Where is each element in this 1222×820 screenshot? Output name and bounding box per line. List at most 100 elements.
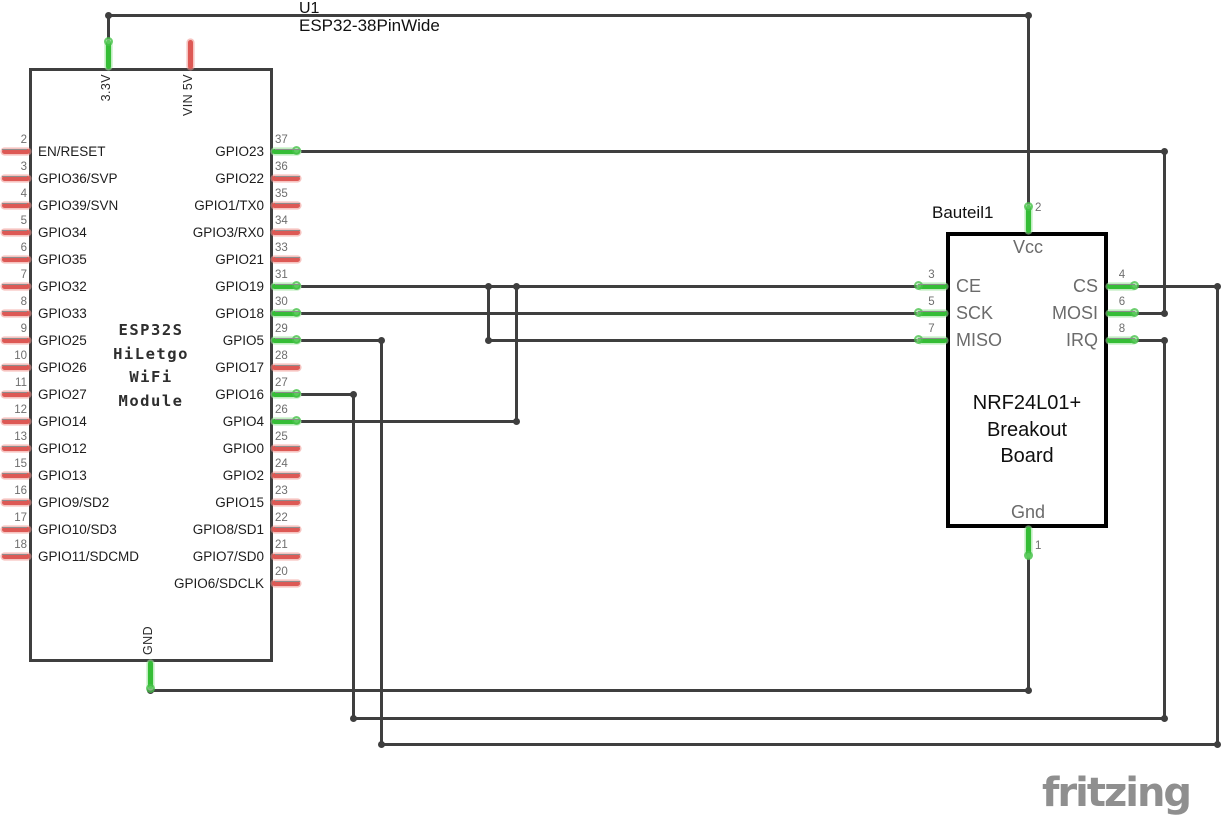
pin-number: 12 [2,403,27,420]
esp32-pin-GPIO15[interactable] [272,500,300,505]
esp32-ref-designator: U1 [299,0,320,17]
esp32-pin-GPIO33[interactable] [2,311,30,316]
wire-segment[interactable] [1163,340,1166,719]
nrf-pin-CS[interactable] [1107,284,1136,289]
esp32-pin-GPIO7/SD0[interactable] [272,554,300,559]
nrf24-breakout-body[interactable] [946,232,1108,528]
wire-junction[interactable] [1214,283,1221,290]
wire-segment[interactable] [1134,285,1218,288]
wire-junction[interactable] [513,283,520,290]
esp32-pin-GPIO12[interactable] [2,446,30,451]
pin-label: GPIO8/SD1 [192,522,264,537]
wire-segment[interactable] [107,15,110,41]
esp32-pin-GPIO0[interactable] [272,446,300,451]
wire-junction[interactable] [1161,337,1168,344]
nrf-pin-Gnd[interactable] [1026,527,1031,558]
esp32-pin-GPIO9/SD2[interactable] [2,500,30,505]
nrf-pin-SCK[interactable] [918,311,947,316]
esp32-pin-GPIO34[interactable] [2,230,30,235]
esp32-pin-GND[interactable] [148,661,153,689]
wire-segment[interactable] [107,14,1030,17]
esp32-pin-GPIO2[interactable] [272,473,300,478]
wire-segment[interactable] [301,393,354,396]
wire-junction[interactable] [1161,148,1168,155]
wire-junction[interactable] [378,741,385,748]
wire-segment[interactable] [301,150,1166,153]
wire-junction[interactable] [1025,687,1032,694]
pin-connection-ring [292,389,301,398]
pin-label: GPIO1/TX0 [194,198,264,213]
esp32-center-line: ESP32S [118,321,184,339]
wire-segment[interactable] [150,689,1029,692]
wire-junction[interactable] [513,418,520,425]
esp32-pin-GPIO3/RX0[interactable] [272,230,300,235]
wire-segment[interactable] [515,285,921,288]
nrf-pin-MOSI[interactable] [1107,311,1136,316]
esp32-pin-GPIO32[interactable] [2,284,30,289]
esp32-pin-GPIO19[interactable] [272,284,300,289]
pin-number: 10 [2,349,27,366]
wire-junction[interactable] [485,283,492,290]
nrf-pin-MISO[interactable] [918,338,947,343]
wire-segment[interactable] [487,286,490,341]
wire-segment[interactable] [301,312,921,315]
esp32-pin-GPIO18[interactable] [272,311,300,316]
esp32-center-line: Module [118,392,184,411]
wire-junction[interactable] [485,337,492,344]
wire-junction[interactable] [350,715,357,722]
wire-junction[interactable] [350,391,357,398]
esp32-pin-GPIO26[interactable] [2,365,30,370]
wire-junction[interactable] [1214,741,1221,748]
pin-number: 37 [275,133,300,150]
esp32-pin-GPIO10/SD3[interactable] [2,527,30,532]
pin-label: GPIO39/SVN [38,198,119,213]
wire-segment[interactable] [380,743,1218,746]
wire-segment[interactable] [1027,557,1030,691]
wire-segment[interactable] [515,286,518,422]
nrf-pin-IRQ[interactable] [1107,338,1136,343]
wire-segment[interactable] [1134,312,1166,315]
wire-junction[interactable] [378,337,385,344]
pin-number: 7 [2,268,27,285]
esp32-module-body[interactable] [29,68,273,662]
pin-connection-ring [146,684,155,693]
wire-segment[interactable] [1216,286,1219,745]
esp32-pin-GPIO35[interactable] [2,257,30,262]
nrf-pin-CE[interactable] [918,284,947,289]
esp32-pin-VIN 5V[interactable] [188,40,193,69]
esp32-pin-GPIO36/SVP[interactable] [2,176,30,181]
esp32-pin-GPIO16[interactable] [272,392,300,397]
wire-junction[interactable] [105,12,112,19]
esp32-pin-GPIO14[interactable] [2,419,30,424]
wire-segment[interactable] [301,339,382,342]
esp32-pin-GPIO21[interactable] [272,257,300,262]
esp32-pin-GPIO22[interactable] [272,176,300,181]
wire-segment[interactable] [1163,151,1166,314]
esp32-pin-EN/RESET[interactable] [2,149,30,154]
nrf-center-line: Breakout [986,418,1068,441]
wire-segment[interactable] [380,340,383,745]
wire-segment[interactable] [301,420,517,423]
esp32-pin-GPIO4[interactable] [272,419,300,424]
wire-junction[interactable] [1161,715,1168,722]
wire-segment[interactable] [352,394,355,719]
esp32-pin-GPIO1/TX0[interactable] [272,203,300,208]
wire-segment[interactable] [1027,15,1030,206]
wire-segment[interactable] [352,717,1166,720]
esp32-pin-GPIO5[interactable] [272,338,300,343]
esp32-pin-GPIO13[interactable] [2,473,30,478]
wire-junction[interactable] [1161,310,1168,317]
esp32-pin-GPIO11/SDCMD[interactable] [2,554,30,559]
esp32-pin-GPIO25[interactable] [2,338,30,343]
wire-segment[interactable] [487,339,921,342]
esp32-pin-GPIO17[interactable] [272,365,300,370]
esp32-pin-GPIO8/SD1[interactable] [272,527,300,532]
esp32-pin-GPIO39/SVN[interactable] [2,203,30,208]
esp32-pin-GPIO23[interactable] [272,149,300,154]
esp32-pin-GPIO6/SDCLK[interactable] [272,581,300,586]
nrf-pin-Vcc[interactable] [1026,205,1031,233]
wire-junction[interactable] [1025,12,1032,19]
esp32-pin-3.3V[interactable] [106,40,111,69]
esp32-pin-GPIO27[interactable] [2,392,30,397]
wire-segment[interactable] [1134,339,1166,342]
